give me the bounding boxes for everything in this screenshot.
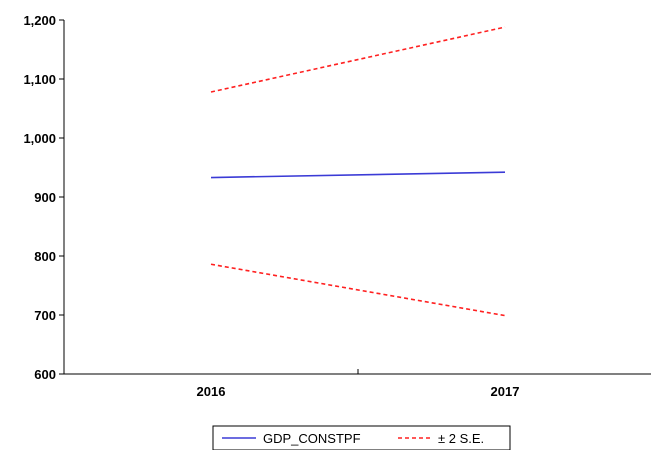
y-tick-label: 1,000 bbox=[23, 131, 56, 146]
legend-label-1: ± 2 S.E. bbox=[438, 431, 484, 446]
x-tick-label: 2016 bbox=[197, 384, 226, 399]
y-tick-label: 1,200 bbox=[23, 13, 56, 28]
legend-box bbox=[212, 425, 511, 450]
x-axis: 2016 2017 bbox=[64, 369, 651, 399]
series-line-1 bbox=[210, 26, 506, 93]
y-tick-label: 900 bbox=[34, 190, 56, 205]
y-tick-label: 800 bbox=[34, 249, 56, 264]
series-line-2 bbox=[210, 263, 506, 317]
series-lines bbox=[210, 26, 506, 317]
series-line-0 bbox=[210, 171, 506, 179]
x-tick-label: 2017 bbox=[491, 384, 520, 399]
legend: GDP_CONSTPF ± 2 S.E. bbox=[212, 425, 511, 450]
y-tick-label: 700 bbox=[34, 308, 56, 323]
legend-label-0: GDP_CONSTPF bbox=[263, 431, 361, 446]
y-tick-label: 600 bbox=[34, 367, 56, 382]
y-tick-label: 1,100 bbox=[23, 72, 56, 87]
y-axis: 600 700 800 900 1,000 1,100 1,200 bbox=[23, 13, 65, 382]
